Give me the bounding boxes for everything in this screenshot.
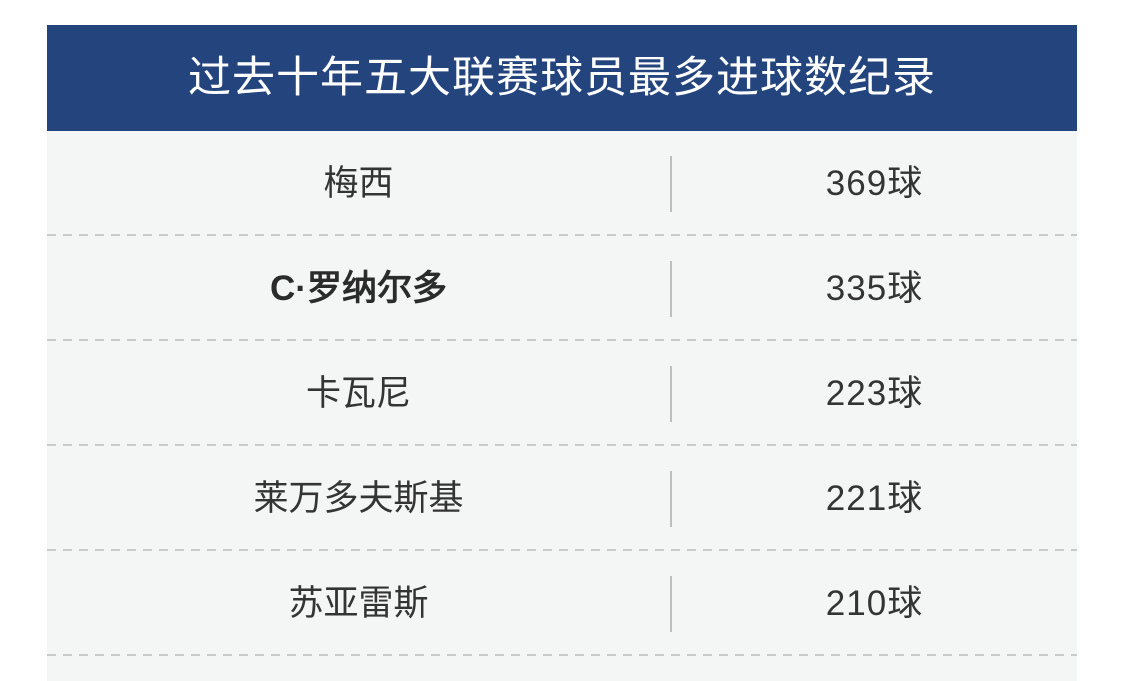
records-table: 梅西 369球 C·罗纳尔多 335球 卡瓦尼 223球 莱万多夫斯基 221球 bbox=[47, 131, 1077, 656]
column-divider bbox=[670, 260, 672, 317]
records-card: 过去十年五大联赛球员最多进球数纪录 梅西 369球 C·罗纳尔多 335球 卡瓦… bbox=[47, 25, 1077, 681]
column-divider bbox=[670, 365, 672, 422]
column-divider bbox=[670, 470, 672, 527]
goal-count-cell: 369球 bbox=[825, 164, 924, 203]
page-title: 过去十年五大联赛球员最多进球数纪录 bbox=[188, 53, 936, 102]
card-header: 过去十年五大联赛球员最多进球数纪录 bbox=[47, 25, 1077, 131]
player-name-cell: 卡瓦尼 bbox=[305, 374, 411, 413]
column-divider bbox=[670, 155, 672, 212]
goal-count-cell: 223球 bbox=[825, 374, 924, 413]
player-name-cell: 苏亚雷斯 bbox=[288, 584, 429, 623]
goal-count-cell: 210球 bbox=[825, 584, 924, 623]
goal-count-cell: 335球 bbox=[825, 269, 924, 308]
table-row[interactable]: 卡瓦尼 223球 bbox=[47, 341, 1077, 446]
player-name-cell: C·罗纳尔多 bbox=[270, 269, 447, 308]
column-divider bbox=[670, 575, 672, 632]
table-row[interactable]: 莱万多夫斯基 221球 bbox=[47, 446, 1077, 551]
player-name-cell: 梅西 bbox=[323, 164, 394, 203]
table-row[interactable]: 梅西 369球 bbox=[47, 131, 1077, 236]
player-name-cell: 莱万多夫斯基 bbox=[253, 479, 464, 518]
table-row[interactable]: C·罗纳尔多 335球 bbox=[47, 236, 1077, 341]
goal-count-cell: 221球 bbox=[825, 479, 924, 518]
table-row[interactable]: 苏亚雷斯 210球 bbox=[47, 551, 1077, 656]
